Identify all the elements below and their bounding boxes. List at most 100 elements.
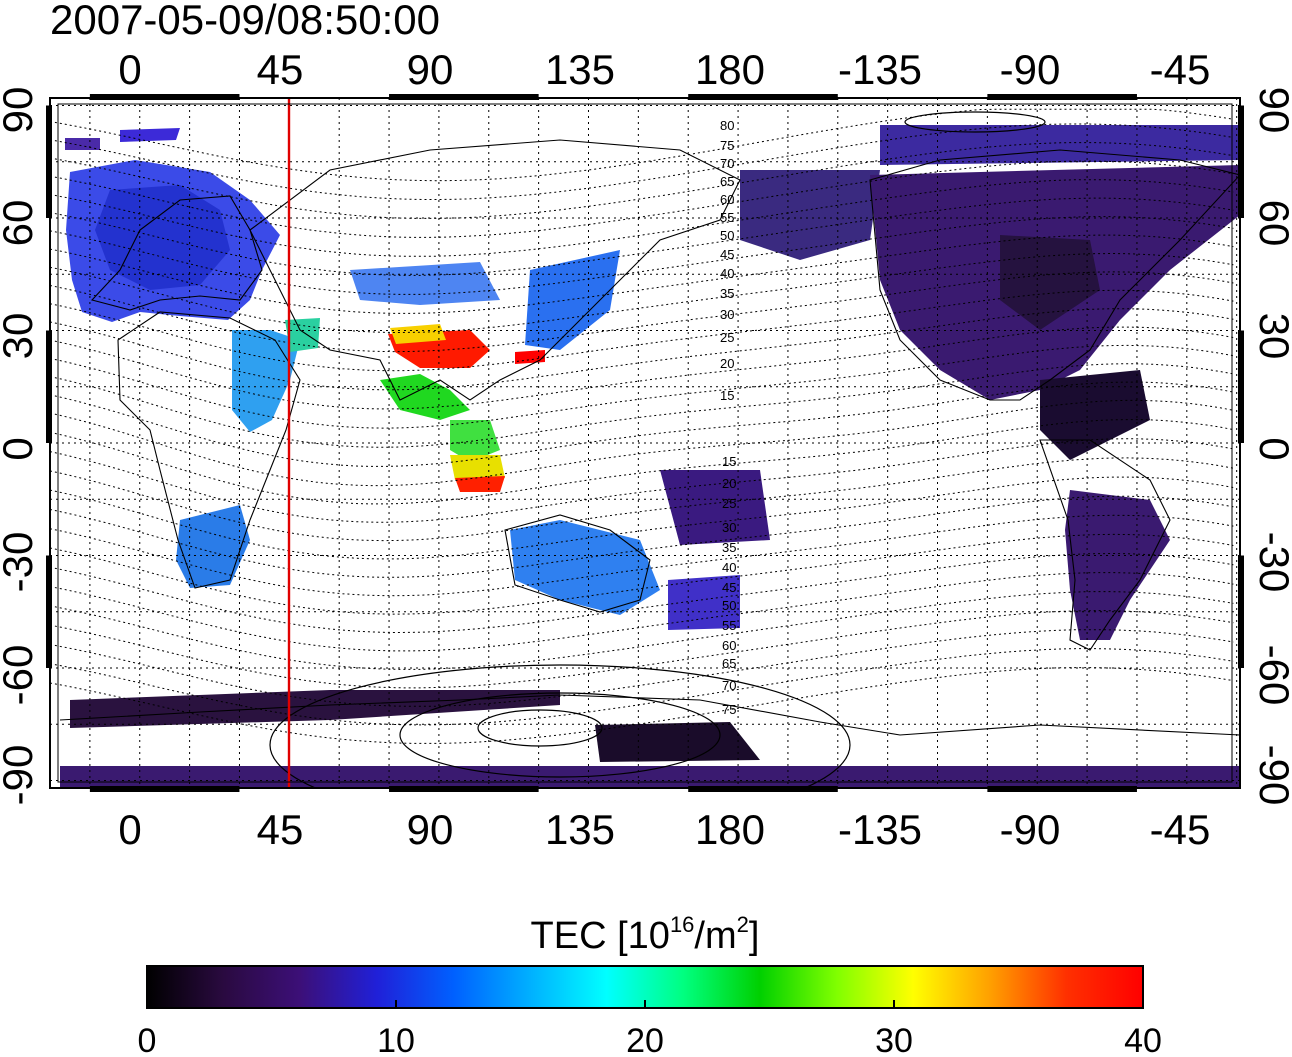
mlat-label: 65 xyxy=(722,656,736,671)
frame-tick-bottom xyxy=(987,786,1137,792)
tec-south-africa xyxy=(176,505,250,588)
mlat-label: 35 xyxy=(720,286,734,301)
frame-tick-top xyxy=(688,94,838,100)
mlat-label: 20 xyxy=(722,476,736,491)
mlat-contour xyxy=(50,533,1234,615)
mlat-label: 15 xyxy=(722,454,736,469)
left-lat-label: 0 xyxy=(0,437,41,460)
mlat-label: 60 xyxy=(720,192,734,207)
colorbar-title-main: TEC [10 xyxy=(531,915,670,957)
figure-title: 2007-05-09/08:50:00 xyxy=(50,0,440,43)
mlat-contour xyxy=(50,419,1234,505)
top-lon-label: -45 xyxy=(1150,46,1211,93)
coast-africa xyxy=(117,311,301,589)
mlat-label: 40 xyxy=(720,266,734,281)
mlat-label: 45 xyxy=(720,247,734,262)
mlat-contour xyxy=(50,123,1234,200)
tec-n-america-dark xyxy=(1000,235,1100,330)
mlat-contour xyxy=(50,160,1234,238)
left-lat-label: 60 xyxy=(0,200,41,247)
mlat-contour xyxy=(50,648,1234,726)
frame-tick-top xyxy=(89,94,240,100)
colorbar-tick-label: 30 xyxy=(875,1022,913,1057)
tec-s-america xyxy=(1065,490,1170,640)
mlat-contour xyxy=(50,344,1234,429)
mlat-label: 55 xyxy=(720,210,734,225)
left-lat-label: -90 xyxy=(0,745,41,806)
map-panel: 80 75 70 65 60 55 50 45 40 35 30 25 20 1… xyxy=(46,94,1244,792)
mlat-contour xyxy=(50,552,1234,634)
tec-africa-cyan xyxy=(232,330,300,432)
mlat-label: 80 xyxy=(720,118,734,133)
tec-antarctic-coast xyxy=(70,690,560,728)
tec-greenland-strip xyxy=(65,138,100,150)
mlat-label: 75 xyxy=(722,702,736,717)
bottom-lon-label: 90 xyxy=(407,806,454,853)
polar-contour xyxy=(399,692,721,778)
bottom-lon-label: 0 xyxy=(118,806,141,853)
mlat-label: 15 xyxy=(720,388,734,403)
top-lon-label: 45 xyxy=(257,46,304,93)
mlat-contour xyxy=(50,667,1234,744)
colorbar-title: TEC [1016/m2] xyxy=(531,912,760,957)
mlat-contour xyxy=(50,289,1234,372)
bottom-lon-label: 45 xyxy=(257,806,304,853)
frame-tick-bars xyxy=(46,94,1244,792)
mlat-contour xyxy=(50,308,1234,391)
frame-tick-top xyxy=(987,94,1137,100)
top-lon-labels: 0 45 90 135 180 -135 -90 -45 xyxy=(118,46,1210,93)
mlat-label: 70 xyxy=(720,156,734,171)
tec-tibet-yellow xyxy=(390,324,446,344)
right-lat-label: -60 xyxy=(1251,645,1292,706)
mlat-contour xyxy=(50,476,1234,560)
mlat-contour xyxy=(50,142,1234,219)
mlat-label: 30 xyxy=(722,520,736,535)
coast-n-america xyxy=(869,149,1240,401)
mlat-label: 50 xyxy=(720,228,734,243)
top-lon-label: 180 xyxy=(695,46,765,93)
left-lat-label: 90 xyxy=(0,87,41,134)
colorbar-tick-label: 0 xyxy=(138,1022,157,1057)
bottom-lon-labels: 0 45 90 135 180 -135 -90 -45 xyxy=(118,806,1210,853)
coast-antarctica xyxy=(59,694,1240,736)
top-lon-label: -90 xyxy=(1000,46,1061,93)
left-lat-labels: 90 60 30 0 -30 -60 -90 xyxy=(0,87,41,806)
tec-scandinavia xyxy=(120,128,180,142)
mlat-label: 25 xyxy=(722,496,736,511)
left-lat-label: 30 xyxy=(0,313,41,360)
frame-tick-left xyxy=(46,105,52,218)
mlat-label: 25 xyxy=(720,330,734,345)
tec-indonesia-red xyxy=(455,476,505,492)
tec-china-blue xyxy=(525,250,620,350)
coastlines xyxy=(59,139,1240,736)
bottom-lon-label: -135 xyxy=(838,806,922,853)
top-lon-label: -135 xyxy=(838,46,922,93)
mlat-contour xyxy=(50,271,1234,353)
mlat-label: 60 xyxy=(722,638,736,653)
mlat-contour xyxy=(50,252,1234,334)
frame-tick-right xyxy=(1238,105,1244,218)
mlat-contour xyxy=(50,457,1234,542)
bottom-lon-label: -45 xyxy=(1150,806,1211,853)
mlat-label: 75 xyxy=(720,138,734,153)
mlat-contour xyxy=(50,495,1234,578)
colorbar: TEC [1016/m2] 0 10 20 30 40 xyxy=(138,912,1162,1057)
right-lat-label: -90 xyxy=(1251,745,1292,806)
mlat-contour-labels-south: 15 20 25 30 35 40 45 50 55 60 65 70 75 xyxy=(722,454,736,717)
polar-contours xyxy=(269,111,1046,788)
left-lat-label: -30 xyxy=(0,532,41,593)
mlat-label: 65 xyxy=(720,174,734,189)
right-lat-label: 30 xyxy=(1251,313,1292,360)
mlat-contour xyxy=(50,108,1234,182)
right-lat-label: 90 xyxy=(1251,87,1292,134)
right-lat-label: 0 xyxy=(1251,437,1292,460)
frame-tick-left xyxy=(46,330,52,443)
tec-siberia xyxy=(740,170,880,260)
frame-tick-right xyxy=(1238,330,1244,443)
frame-tick-bottom xyxy=(89,786,240,792)
bottom-lon-label: 180 xyxy=(695,806,765,853)
frame-tick-bottom xyxy=(389,786,539,792)
colorbar-title-sup1: 16 xyxy=(670,912,694,937)
tec-antarctic-dark xyxy=(595,722,760,762)
frame-tick-top xyxy=(389,94,539,100)
